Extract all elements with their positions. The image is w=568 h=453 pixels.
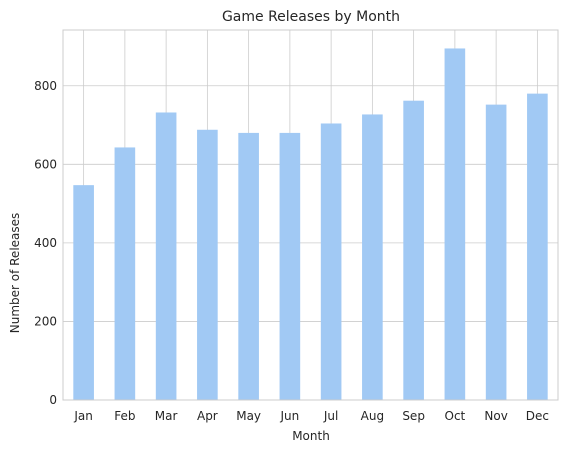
x-tick-label: Oct bbox=[445, 409, 466, 423]
bar-sep bbox=[403, 100, 424, 401]
bar-jan bbox=[73, 185, 94, 400]
bar-may bbox=[238, 132, 259, 401]
x-tick-label: Mar bbox=[155, 409, 178, 423]
x-tick-label: Dec bbox=[526, 409, 549, 423]
y-tick-labels: 0 200 400 600 800 bbox=[34, 79, 57, 407]
bar-jul bbox=[320, 123, 342, 400]
chart-title: Game Releases by Month bbox=[222, 9, 400, 25]
x-tick-label: May bbox=[236, 409, 261, 423]
x-tick-label: Apr bbox=[197, 409, 218, 423]
y-tick-label: 800 bbox=[34, 79, 57, 93]
y-tick-label: 0 bbox=[49, 393, 57, 407]
plot-frame bbox=[62, 29, 559, 401]
x-tick-label: Aug bbox=[361, 409, 384, 423]
x-tick-label: Jun bbox=[280, 409, 300, 423]
bar-layer bbox=[73, 48, 548, 401]
x-tick-label: Jan bbox=[73, 409, 93, 423]
x-tick-label: Nov bbox=[484, 409, 507, 423]
y-tick-label: 600 bbox=[34, 157, 57, 171]
x-tick-label: Jul bbox=[323, 409, 338, 423]
y-axis-label: Number of Releases bbox=[8, 213, 22, 334]
bar-oct bbox=[444, 48, 466, 400]
bar-feb bbox=[114, 147, 136, 400]
bar-dec bbox=[527, 93, 548, 401]
bar-aug bbox=[362, 114, 383, 400]
x-tick-labels: Jan Feb Mar Apr May Jun Jul Aug Sep Oct Nov Dec bbox=[73, 409, 549, 423]
bar-apr bbox=[197, 129, 218, 400]
bar-nov bbox=[485, 104, 507, 400]
x-axis-label: Month bbox=[292, 429, 330, 443]
y-tick-label: 400 bbox=[34, 236, 57, 250]
x-tick-label: Sep bbox=[402, 409, 425, 423]
y-tick-label: 200 bbox=[34, 314, 57, 328]
bar-jun bbox=[279, 132, 301, 401]
bar-mar bbox=[155, 112, 177, 401]
x-tick-label: Feb bbox=[114, 409, 135, 423]
